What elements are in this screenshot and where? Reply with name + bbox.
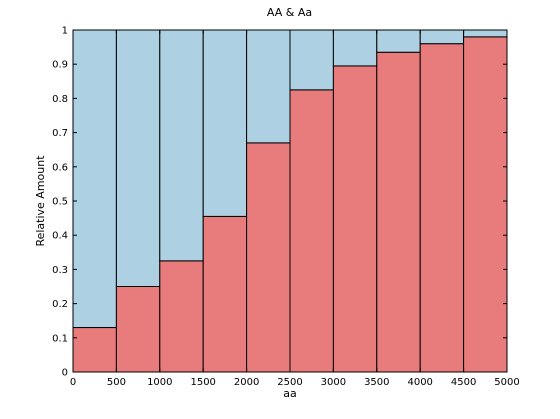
bar-series-1-bin-4: [202, 215, 248, 373]
bar-series-1-bin-10: [463, 36, 508, 373]
bar-series-2-bin-3: [159, 29, 204, 262]
y-tick-label: 0.1: [52, 333, 68, 344]
x-tick-label: 4500: [451, 377, 476, 388]
bar-series-2-bin-8: [376, 29, 421, 53]
x-tick-label: 2000: [234, 377, 259, 388]
y-tick-label: 0.5: [52, 197, 68, 208]
x-tick-label: 1500: [190, 377, 215, 388]
bar-series-2-bin-4: [202, 29, 248, 217]
y-tick-label: 0.4: [52, 231, 68, 242]
y-tick-label: 1: [62, 26, 68, 37]
y-tick-label: 0.9: [52, 60, 68, 71]
x-tick-label: 500: [107, 377, 126, 388]
y-tick-label: 0.8: [52, 94, 68, 105]
bar-series-2-bin-2: [115, 29, 161, 287]
bar-series-1-bin-9: [419, 43, 465, 373]
bar-series-1-bin-1: [72, 327, 117, 373]
x-tick-label: 2500: [277, 377, 302, 388]
x-tick-label: 1000: [147, 377, 172, 388]
chart-title: AA & Aa: [267, 6, 312, 19]
x-axis: 0 500 1000 1500 2000 2500 3000 3500 4000 4500 5000: [70, 30, 520, 388]
bar-series-2-bin-10: [463, 29, 508, 38]
y-axis-label: Relative Amount: [34, 155, 47, 247]
bar-series-2-bin-7: [332, 29, 378, 67]
x-axis-label: aa: [283, 387, 296, 400]
x-tick-label: 3500: [364, 377, 389, 388]
bar-series-1-bin-6: [289, 89, 334, 373]
bar-series-1-bin-8: [376, 51, 421, 373]
bars-group: [72, 29, 508, 373]
bar-series-1-bin-3: [159, 260, 204, 373]
y-tick-label: 0.2: [52, 299, 68, 310]
bar-series-2-bin-9: [419, 29, 465, 45]
y-tick-label: 0.6: [52, 162, 68, 173]
y-tick-label: 0.3: [52, 265, 68, 276]
x-tick-label: 4000: [407, 377, 432, 388]
bar-series-2-bin-6: [289, 29, 334, 91]
bar-series-1-bin-2: [115, 286, 161, 373]
bar-series-2-bin-5: [246, 29, 291, 144]
y-axis: 0 0.1 0.2 0.3 0.4 0.5 0.6 0.7 0.8 0.9 1: [52, 26, 507, 379]
y-tick-label: 0.7: [52, 128, 68, 139]
bar-series-2-bin-1: [72, 29, 117, 329]
bar-series-1-bin-7: [332, 65, 378, 373]
x-tick-label: 0: [70, 377, 76, 388]
x-tick-label: 3000: [321, 377, 346, 388]
x-tick-label: 5000: [494, 377, 519, 388]
bar-series-1-bin-5: [246, 142, 291, 373]
y-tick-label: 0: [62, 368, 68, 379]
